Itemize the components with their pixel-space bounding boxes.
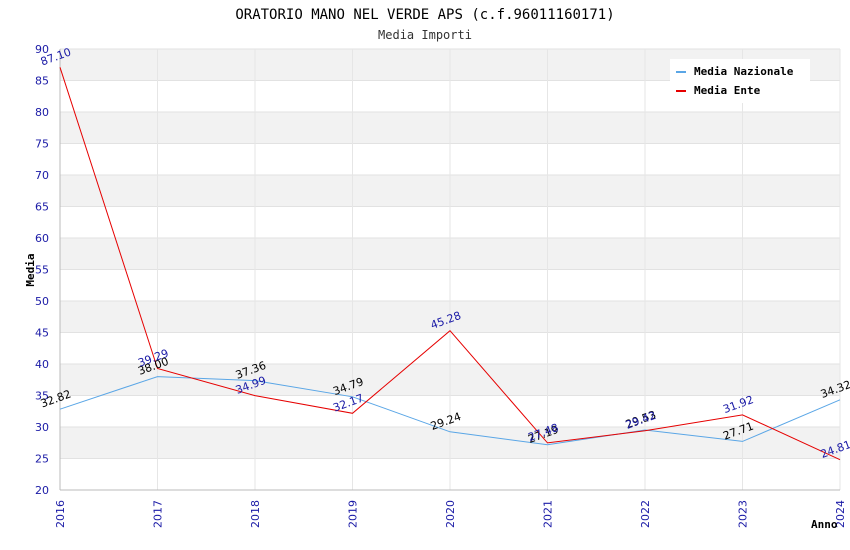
legend-label-media-nazionale: Media Nazionale (694, 65, 794, 78)
y-tick-label: 40 (35, 358, 49, 371)
x-tick-label: 2016 (54, 500, 67, 528)
grid-lines (59, 48, 841, 491)
y-tick-label: 65 (35, 201, 49, 214)
chart-subtitle: Media Importi (378, 28, 472, 42)
y-tick-label: 85 (35, 75, 49, 88)
y-tick-label: 75 (35, 138, 49, 151)
x-tick-label: 2023 (737, 500, 750, 528)
legend: Media Nazionale Media Ente (670, 59, 810, 103)
y-tick-label: 60 (35, 232, 49, 245)
y-tick-label: 70 (35, 169, 49, 182)
x-axis-label: Anno (811, 518, 838, 531)
y-tick-label: 45 (35, 327, 49, 340)
legend-label-media-ente: Media Ente (694, 84, 761, 97)
x-tick-label: 2024 (834, 500, 847, 528)
series-lines (59, 67, 841, 461)
y-tick-label: 30 (35, 421, 49, 434)
x-tick-label: 2021 (542, 500, 555, 528)
x-tick-labels: 2016 2017 2018 2019 2020 2021 2022 2023 2024 (54, 500, 847, 528)
x-tick-label: 2020 (444, 500, 457, 528)
x-tick-label: 2019 (347, 500, 360, 528)
y-tick-label: 50 (35, 295, 49, 308)
x-tick-label: 2022 (639, 500, 652, 528)
chart-title: ORATORIO MANO NEL VERDE APS (c.f.9601116… (235, 7, 614, 23)
y-tick-label: 20 (35, 484, 49, 497)
x-tick-label: 2017 (152, 500, 165, 528)
y-tick-label: 90 (35, 43, 49, 56)
y-tick-label: 55 (35, 264, 49, 277)
legend-box (670, 59, 810, 103)
y-tick-label: 35 (35, 390, 49, 403)
y-tick-label: 25 (35, 453, 49, 466)
x-tick-label: 2018 (249, 500, 262, 528)
y-axis-label: Media (24, 253, 37, 286)
y-tick-label: 80 (35, 106, 49, 119)
series-line-media-ente (59, 67, 841, 461)
y-tick-labels: 20 25 30 35 40 45 50 55 60 65 70 75 80 85 90 (35, 43, 49, 497)
